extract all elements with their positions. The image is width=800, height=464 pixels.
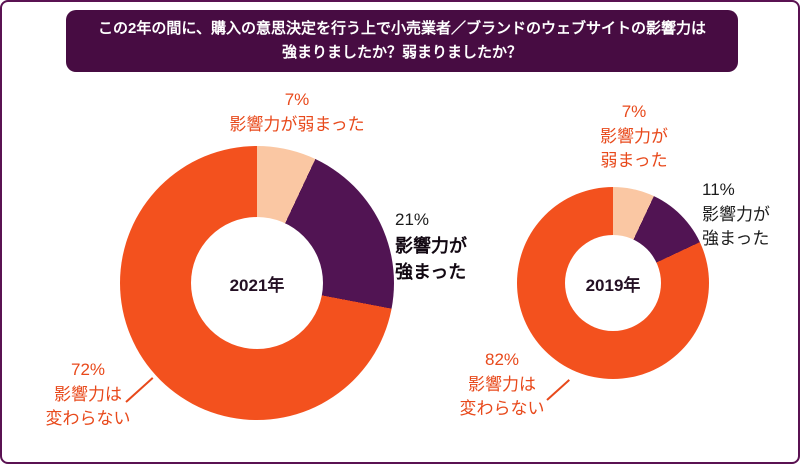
label-2021-same-pct: 72% (70, 360, 106, 379)
label-2021-stronger: 21% 影響力が 強まった (395, 208, 515, 285)
label-2021-same-text-line1: 影響力は (54, 384, 122, 404)
donut-2021-center-label: 2021年 (229, 275, 285, 295)
label-2019-weaker-pct: 7% (621, 102, 647, 121)
label-2021-same: 72% 影響力は 変わらない (36, 358, 140, 432)
label-2019-stronger-text-line1: 影響力が (702, 204, 770, 224)
donut-chart-2021: 2021年 (120, 146, 394, 420)
label-2019-same: 82% 影響力は 変わらない (452, 348, 552, 422)
chart-title-banner: この2年の間に、購入の意思決定を行う上で小売業者／ブランドのウェブサイトの影響力… (66, 10, 738, 72)
label-2021-same-text-line2: 変わらない (45, 409, 131, 429)
label-2021-stronger-pct: 21% (395, 210, 430, 229)
label-2021-weaker: 7% 影響力が弱まった (207, 88, 387, 137)
donut-2019-hole: 2019年 (565, 235, 661, 331)
label-2021-stronger-text-line2: 強まった (395, 261, 467, 282)
label-2019-weaker-text-line1: 影響力が (600, 126, 668, 146)
label-2019-weaker: 7% 影響力が 弱まった (588, 100, 680, 174)
label-2019-same-text-line1: 影響力は (468, 374, 536, 394)
label-2019-weaker-text-line2: 弱まった (600, 151, 668, 171)
chart-title-line2: 強まりましたか？弱まりましたか？ (281, 44, 522, 61)
label-2019-stronger: 11% 影響力が 強まった (702, 178, 792, 252)
label-2019-stronger-pct: 11% (702, 180, 735, 199)
label-2019-same-text-line2: 変わらない (459, 399, 545, 419)
label-2021-weaker-text: 影響力が弱まった (229, 114, 365, 134)
donut-2019-center-label: 2019年 (585, 275, 641, 295)
label-2021-stronger-text-line1: 影響力が (395, 235, 467, 256)
label-2021-weaker-pct: 7% (284, 90, 310, 109)
chart-title-line1: この2年の間に、購入の意思決定を行う上で小売業者／ブランドのウェブサイトの影響力… (98, 20, 706, 37)
label-2019-same-pct: 82% (484, 350, 520, 369)
label-2019-stronger-text-line2: 強まった (702, 229, 770, 249)
donut-2021-hole: 2021年 (191, 217, 323, 349)
donut-chart-2019: 2019年 (517, 187, 709, 379)
